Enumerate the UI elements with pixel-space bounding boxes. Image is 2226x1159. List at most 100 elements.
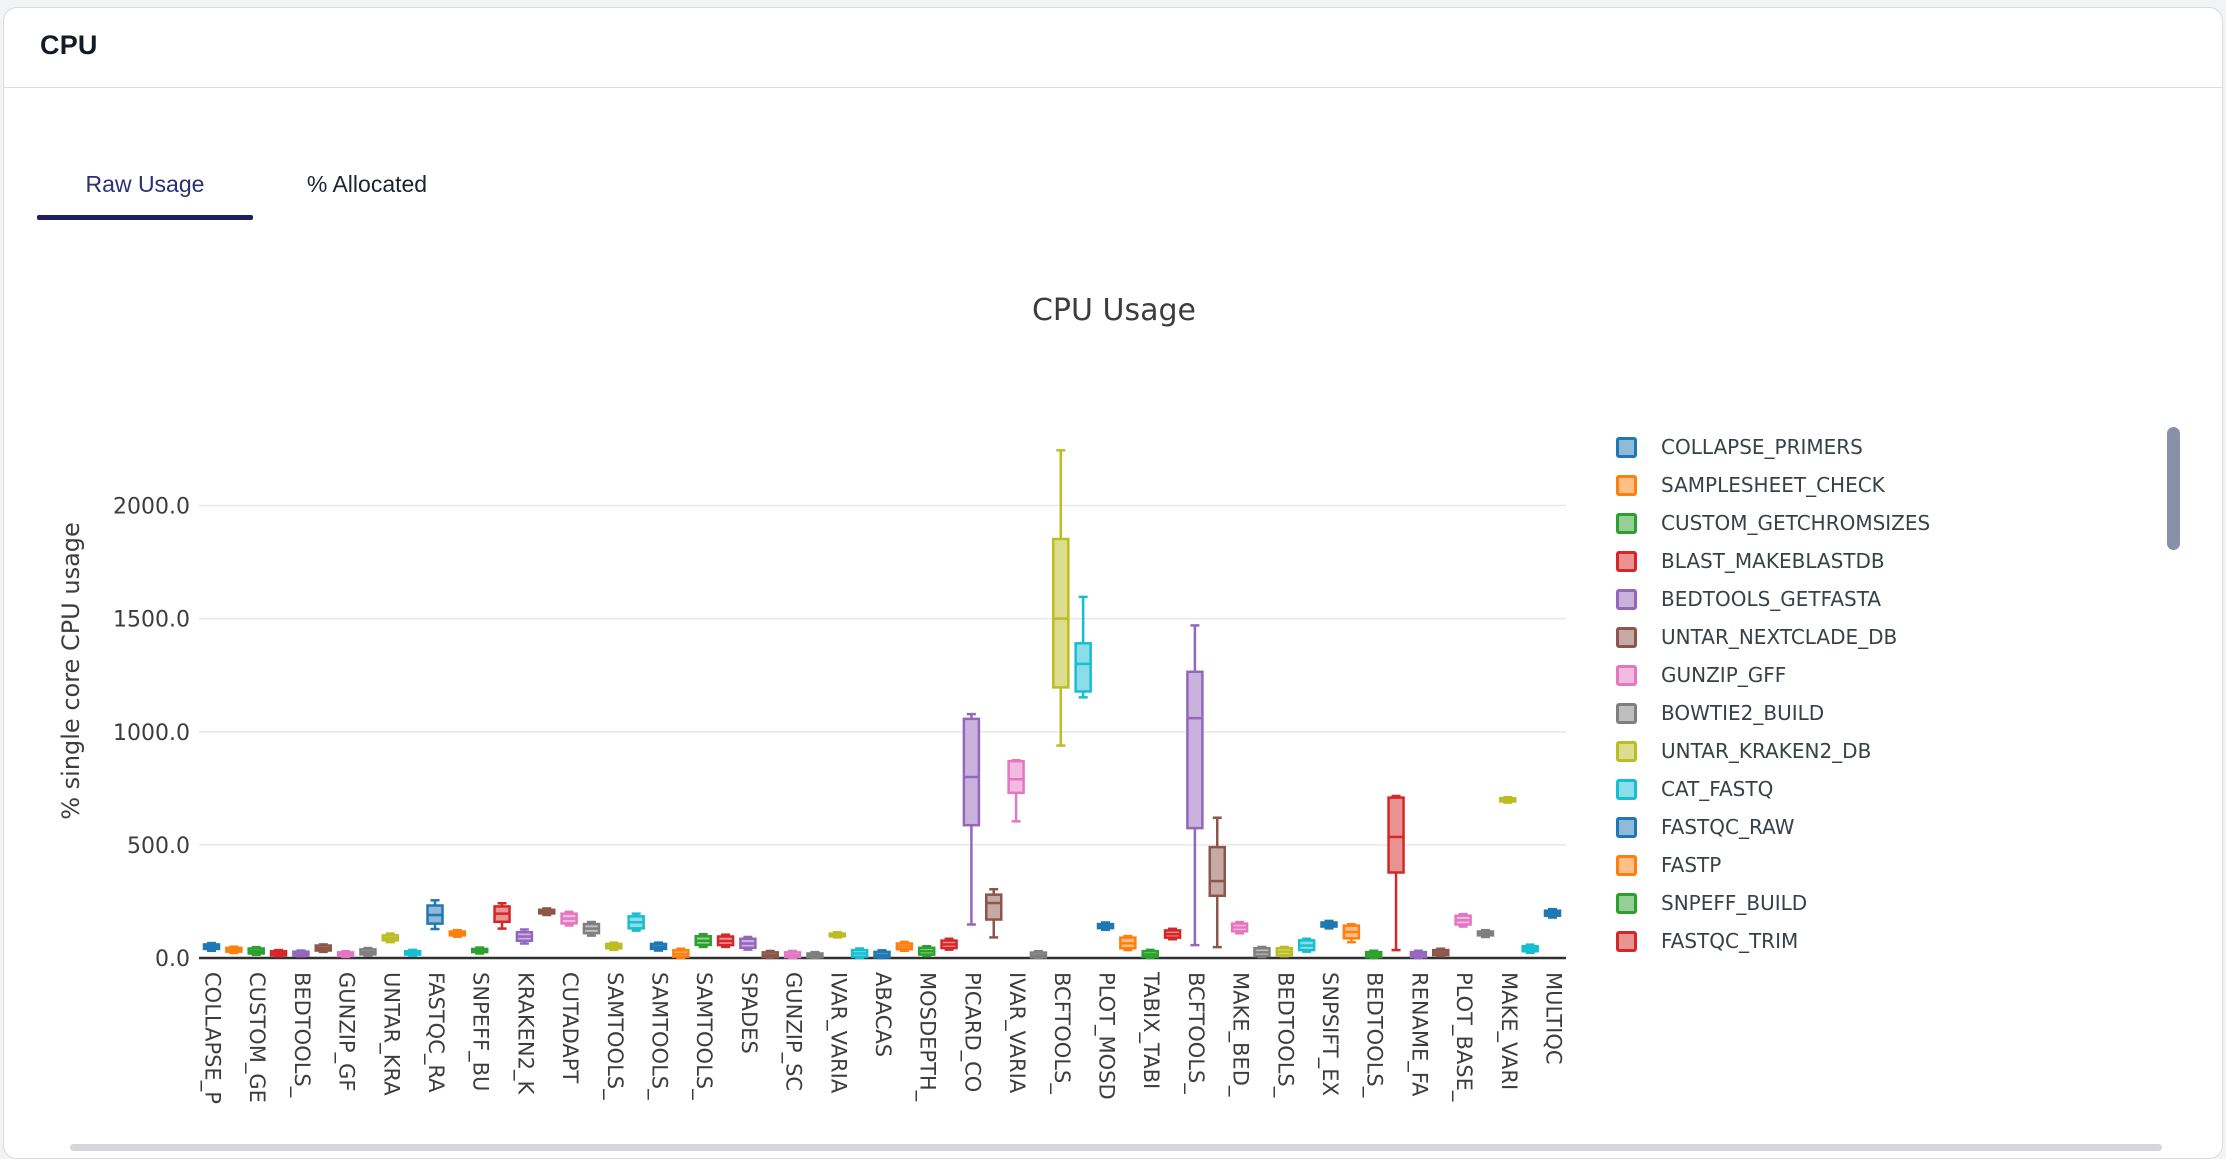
legend-label: CAT_FASTQ bbox=[1661, 777, 1774, 801]
header-divider bbox=[4, 87, 2222, 88]
legend-swatch bbox=[1616, 550, 1637, 572]
legend-scrollbar-thumb[interactable] bbox=[2167, 427, 2180, 550]
legend-label: FASTP bbox=[1661, 853, 1722, 877]
x-tick-label: MULTIQC bbox=[1542, 972, 1566, 1065]
legend-swatch bbox=[1616, 626, 1637, 648]
x-tick-label: GUNZIP_SC bbox=[781, 972, 806, 1091]
x-tick-label: SAMTOOLS_ bbox=[602, 972, 627, 1100]
legend-label: BLAST_MAKEBLASTDB bbox=[1661, 549, 1885, 573]
x-tick-label: BCFTOOLS_ bbox=[1049, 972, 1074, 1094]
legend-item[interactable]: BOWTIE2_BUILD bbox=[1616, 694, 1930, 732]
legend-swatch bbox=[1616, 740, 1637, 762]
legend-swatch bbox=[1616, 664, 1637, 686]
x-tick-label: PICARD_CO bbox=[959, 972, 984, 1092]
x-tick-label: PLOT_MOSD bbox=[1094, 972, 1119, 1100]
box-glyph bbox=[985, 893, 1003, 921]
x-tick-label: SNPSIFT_EX bbox=[1317, 972, 1342, 1096]
chart-title: CPU Usage bbox=[1032, 293, 1196, 328]
card-title: CPU bbox=[40, 30, 98, 60]
cpu-usage-boxplot: 0.0 500.0 1000.0 1500.0 2000.0 COLLAPSE_P CUST… bbox=[57, 293, 1566, 1104]
legend-swatch bbox=[1616, 778, 1637, 800]
x-tick-label: IVAR_VARIA bbox=[1004, 972, 1029, 1094]
x-tick-label: TABIX_TABI bbox=[1138, 971, 1163, 1089]
legend-swatch bbox=[1616, 892, 1637, 914]
tab-percent-allocated-label: % Allocated bbox=[306, 170, 428, 197]
x-tick-label: BEDTOOLS_ bbox=[1362, 972, 1387, 1098]
y-tick-label: 1000.0 bbox=[113, 721, 190, 746]
x-tick-label: MOSDEPTH_ bbox=[915, 972, 940, 1102]
x-tick-label: BEDTOOLS_ bbox=[289, 972, 314, 1098]
legend-label: UNTAR_NEXTCLADE_DB bbox=[1661, 625, 1898, 649]
y-tick-label: 500.0 bbox=[127, 834, 190, 859]
x-tick-label: ABACAS bbox=[871, 972, 895, 1057]
y-tick-label: 1500.0 bbox=[113, 608, 190, 633]
box-glyph bbox=[1186, 670, 1204, 830]
y-axis-label: % single core CPU usage bbox=[57, 522, 85, 820]
legend-swatch bbox=[1616, 854, 1637, 876]
legend-item[interactable]: COLLAPSE_PRIMERS bbox=[1616, 428, 1930, 466]
y-tick-label: 0.0 bbox=[155, 947, 190, 972]
legend-item[interactable]: FASTQC_TRIM bbox=[1616, 922, 1930, 960]
x-tick-label: UNTAR_KRA bbox=[378, 972, 403, 1096]
x-tick-label: CUSTOM_GE bbox=[244, 972, 269, 1103]
legend-swatch bbox=[1616, 588, 1637, 610]
legend-swatch bbox=[1616, 702, 1637, 724]
y-tick-label: 2000.0 bbox=[113, 495, 190, 520]
legend-item[interactable]: CAT_FASTQ bbox=[1616, 770, 1930, 808]
chart-horizontal-scrollbar[interactable] bbox=[70, 1144, 2162, 1151]
legend-label: SAMPLESHEET_CHECK bbox=[1661, 473, 1885, 497]
legend-item[interactable]: FASTQC_RAW bbox=[1616, 808, 1930, 846]
chart-area: 0.0 500.0 1000.0 1500.0 2000.0 COLLAPSE_P CUST… bbox=[4, 238, 1609, 1133]
legend-item[interactable]: BEDTOOLS_GETFASTA bbox=[1616, 580, 1930, 618]
box-glyph bbox=[962, 717, 981, 827]
x-tick-label: BCFTOOLS_ bbox=[1183, 972, 1208, 1094]
box-glyph bbox=[1074, 642, 1092, 693]
legend-swatch bbox=[1616, 436, 1637, 458]
legend-label: CUSTOM_GETCHROMSIZES bbox=[1661, 511, 1931, 535]
legend-swatch bbox=[1616, 930, 1637, 952]
x-tick-label: CUTADAPT bbox=[558, 972, 582, 1083]
x-tick-label: MAKE_VARI bbox=[1496, 972, 1521, 1090]
legend-label: BOWTIE2_BUILD bbox=[1661, 701, 1825, 725]
legend-label: COLLAPSE_PRIMERS bbox=[1661, 435, 1863, 459]
x-tick-label: RENAME_FA bbox=[1406, 972, 1431, 1097]
legend-item[interactable]: GUNZIP_GFF bbox=[1616, 656, 1930, 694]
legend-label: BEDTOOLS_GETFASTA bbox=[1661, 587, 1882, 611]
legend-item[interactable]: CUSTOM_GETCHROMSIZES bbox=[1616, 504, 1930, 542]
x-tick-label: MAKE_BED_ bbox=[1228, 972, 1253, 1097]
x-tick-label: PLOT_BASE_ bbox=[1451, 972, 1476, 1102]
active-tab-underline bbox=[37, 215, 253, 220]
legend-label: GUNZIP_GFF bbox=[1661, 663, 1787, 687]
legend-item[interactable]: SAMPLESHEET_CHECK bbox=[1616, 466, 1930, 504]
legend-item[interactable]: UNTAR_NEXTCLADE_DB bbox=[1616, 618, 1930, 656]
x-tick-label: BEDTOOLS_ bbox=[1272, 972, 1297, 1098]
legend-swatch bbox=[1616, 512, 1637, 534]
legend-item[interactable]: UNTAR_KRAKEN2_DB bbox=[1616, 732, 1930, 770]
box-glyph bbox=[1387, 796, 1405, 874]
tab-raw-usage-label: Raw Usage bbox=[85, 170, 205, 197]
x-tick-label: IVAR_VARIA bbox=[825, 972, 850, 1094]
legend-item[interactable]: FASTP bbox=[1616, 846, 1930, 884]
x-tick-label: COLLAPSE_P bbox=[200, 972, 225, 1104]
x-tick-label: KRAKEN2_K bbox=[512, 972, 537, 1095]
tab-percent-allocated[interactable]: % Allocated bbox=[274, 148, 460, 220]
x-tick-label: FASTQC_RA bbox=[423, 972, 448, 1093]
x-tick-label: SAMTOOLS_ bbox=[691, 972, 716, 1100]
legend-label: UNTAR_KRAKEN2_DB bbox=[1661, 739, 1872, 763]
box-glyph bbox=[1052, 537, 1070, 689]
x-tick-label: SNPEFF_BU bbox=[468, 972, 493, 1091]
box-glyph bbox=[1208, 845, 1226, 898]
legend-label: FASTQC_TRIM bbox=[1661, 929, 1799, 953]
legend-swatch bbox=[1616, 474, 1637, 496]
x-tick-label: SAMTOOLS_ bbox=[647, 972, 672, 1100]
chart-legend: COLLAPSE_PRIMERS SAMPLESHEET_CHECK CUSTOM_… bbox=[1616, 428, 1930, 960]
legend-label: FASTQC_RAW bbox=[1661, 815, 1795, 839]
box-glyph bbox=[1007, 759, 1025, 795]
legend-item[interactable]: BLAST_MAKEBLASTDB bbox=[1616, 542, 1930, 580]
x-tick-label: SPADES bbox=[737, 972, 761, 1054]
legend-swatch bbox=[1616, 816, 1637, 838]
legend-item[interactable]: SNPEFF_BUILD bbox=[1616, 884, 1930, 922]
cpu-card: CPU Raw Usage % Allocated 0.0 500.0 1000.0… bbox=[3, 7, 2223, 1159]
legend-label: SNPEFF_BUILD bbox=[1661, 891, 1808, 915]
tab-raw-usage[interactable]: Raw Usage bbox=[37, 148, 253, 220]
